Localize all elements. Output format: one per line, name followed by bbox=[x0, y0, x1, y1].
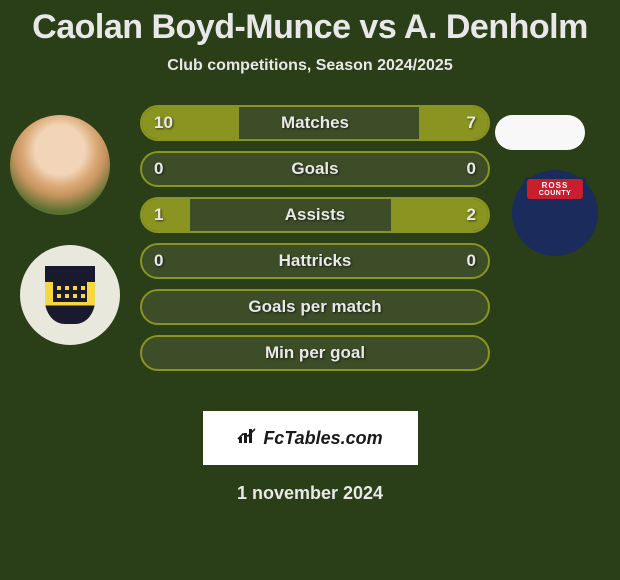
stat-value-left: 10 bbox=[154, 113, 173, 133]
stat-label: Goals per match bbox=[248, 297, 381, 317]
player-right-avatar bbox=[495, 115, 585, 150]
stat-row: 0 Hattricks 0 bbox=[140, 243, 490, 279]
stat-label: Hattricks bbox=[279, 251, 352, 271]
stat-value-right: 2 bbox=[467, 205, 476, 225]
stat-bars: 10 Matches 7 0 Goals 0 1 Assists 2 0 Hattricks 0 Goa… bbox=[140, 105, 490, 381]
date: 1 november 2024 bbox=[0, 483, 620, 504]
stat-value-right: 7 bbox=[467, 113, 476, 133]
club-right-name-1: ROSS bbox=[542, 181, 569, 190]
club-right-crest: ROSS COUNTY bbox=[524, 177, 586, 249]
club-left-badge bbox=[20, 245, 120, 345]
stat-value-left: 1 bbox=[154, 205, 163, 225]
watermark-label: FcTables.com bbox=[263, 428, 382, 449]
subtitle: Club competitions, Season 2024/2025 bbox=[0, 57, 620, 75]
stats-area: ROSS COUNTY 10 Matches 7 0 Goals 0 1 Assists 2 0 H… bbox=[0, 105, 620, 405]
watermark-text: FcTables.com bbox=[237, 427, 382, 450]
stat-row: 1 Assists 2 bbox=[140, 197, 490, 233]
club-right-name-2: COUNTY bbox=[539, 190, 572, 197]
stat-label: Assists bbox=[285, 205, 345, 225]
stat-value-right: 0 bbox=[467, 251, 476, 271]
stat-fill-right bbox=[419, 107, 488, 139]
stat-row: 0 Goals 0 bbox=[140, 151, 490, 187]
stat-row: 10 Matches 7 bbox=[140, 105, 490, 141]
stat-value-right: 0 bbox=[467, 159, 476, 179]
stat-label: Goals bbox=[291, 159, 338, 179]
watermark: FcTables.com bbox=[203, 411, 418, 465]
page-title: Caolan Boyd-Munce vs A. Denholm bbox=[0, 0, 620, 47]
stat-row: Goals per match bbox=[140, 289, 490, 325]
player-left-avatar bbox=[10, 115, 110, 215]
stat-value-left: 0 bbox=[154, 159, 163, 179]
club-left-crest bbox=[45, 266, 95, 324]
stat-fill-left bbox=[142, 199, 190, 231]
stat-label: Matches bbox=[281, 113, 349, 133]
stat-row: Min per goal bbox=[140, 335, 490, 371]
stat-value-left: 0 bbox=[154, 251, 163, 271]
stat-label: Min per goal bbox=[265, 343, 365, 363]
club-right-badge: ROSS COUNTY bbox=[512, 170, 598, 256]
chart-icon bbox=[237, 427, 259, 450]
